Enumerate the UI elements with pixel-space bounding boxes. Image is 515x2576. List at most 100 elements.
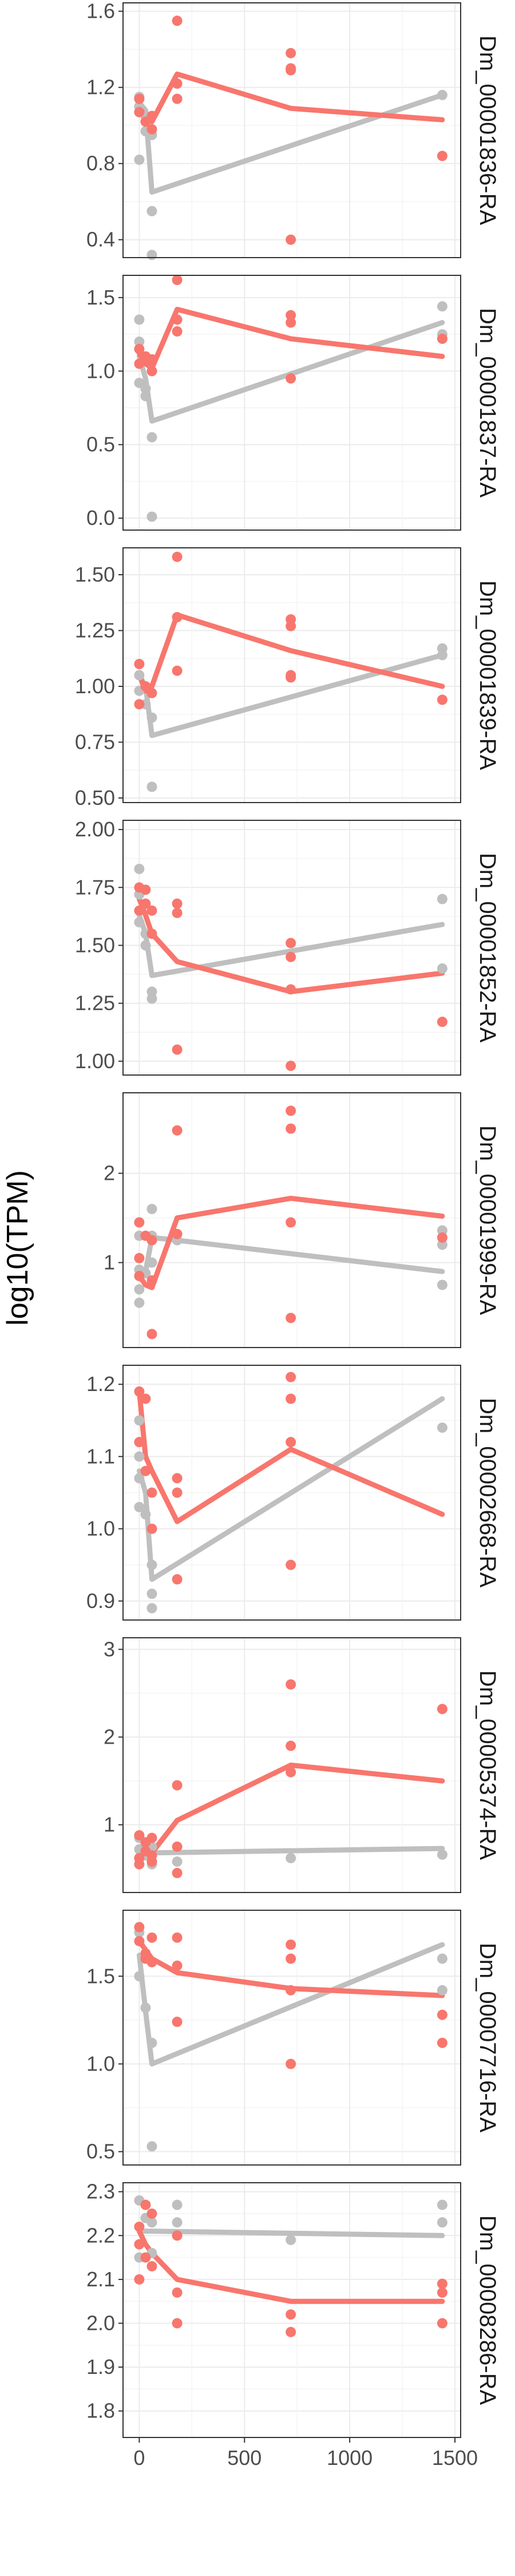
control-point <box>437 2217 447 2228</box>
y-tick-label: 2.00 <box>75 817 115 841</box>
panel-border <box>122 547 461 803</box>
treatment-point <box>437 2318 447 2329</box>
treatment-point <box>437 1704 447 1714</box>
control-point <box>437 1225 447 1236</box>
treatment-point <box>134 699 145 710</box>
treatment-point <box>146 124 157 135</box>
treatment-point <box>134 1253 145 1263</box>
treatment-point <box>140 884 151 895</box>
treatment-trend-line <box>136 2229 445 2304</box>
treatment-point <box>172 326 183 337</box>
treatment-point <box>146 1523 157 1534</box>
panel-strip-label: Dm_00001837-RA <box>475 308 500 498</box>
control-point <box>146 432 157 442</box>
treatment-point <box>134 1271 145 1281</box>
control-trend-line <box>136 2229 445 2238</box>
control-point <box>437 1239 447 1250</box>
treatment-point <box>172 551 183 562</box>
y-tick-label: 1.0 <box>86 2052 115 2075</box>
y-tick-label: 0.0 <box>86 506 115 530</box>
y-tick-label: 2.0 <box>86 2311 115 2334</box>
control-point <box>172 1856 183 1867</box>
control-point <box>437 1985 447 1996</box>
treatment-point <box>172 2016 183 2027</box>
y-tick-label: 1.0 <box>86 359 115 382</box>
treatment-point <box>134 1386 145 1397</box>
y-tick-label: 1.50 <box>75 933 115 957</box>
treatment-point <box>286 234 296 245</box>
y-tick-label: 1.6 <box>86 0 115 23</box>
treatment-point <box>172 1044 183 1055</box>
treatment-point <box>286 984 296 995</box>
y-tick-label: 1.9 <box>86 2355 115 2379</box>
control-point <box>140 384 151 394</box>
panel-9: 1.8 1.9 2.0 2.1 2.2 2.3 Dm_00008286-RA <box>86 2180 500 2438</box>
treatment-point <box>286 1123 296 1134</box>
panel-background <box>123 1910 461 2165</box>
treatment-point <box>286 1679 296 1690</box>
treatment-point <box>134 1217 145 1228</box>
treatment-point <box>172 93 183 104</box>
y-tick-label: 2 <box>104 1161 115 1185</box>
treatment-point <box>146 366 157 377</box>
treatment-trend-line <box>136 1389 445 1524</box>
treatment-point <box>134 659 145 669</box>
x-tick-label: 1000 <box>327 2446 373 2470</box>
y-tick-label: 1.1 <box>86 1444 115 1468</box>
treatment-point <box>172 898 183 909</box>
control-point <box>134 155 145 165</box>
control-point <box>134 1297 145 1308</box>
x-axis: 0 500 1000 1500 <box>133 2437 478 2470</box>
treatment-point <box>286 1767 296 1777</box>
treatment-point <box>286 1985 296 1996</box>
control-point <box>437 2199 447 2210</box>
treatment-point <box>437 694 447 705</box>
panel-border <box>122 1637 461 1893</box>
y-tick-label: 1.5 <box>86 1964 115 1988</box>
control-point <box>146 2141 157 2152</box>
control-point <box>134 314 145 325</box>
y-tick-label: 0.4 <box>86 228 115 251</box>
control-point <box>172 2217 183 2228</box>
control-point <box>146 993 157 1004</box>
y-tick-label: 1.2 <box>86 1372 115 1396</box>
control-point <box>146 2037 157 2048</box>
control-point <box>437 650 447 661</box>
y-tick-label: 0.5 <box>86 2140 115 2163</box>
treatment-point <box>140 1465 151 1476</box>
control-point <box>172 2199 183 2210</box>
treatment-point <box>286 1939 296 1950</box>
treatment-point <box>172 1867 183 1878</box>
treatment-point <box>286 65 296 76</box>
control-point <box>146 781 157 792</box>
y-tick-label: 0.5 <box>86 433 115 456</box>
panel-strip-label: Dm_00001852-RA <box>475 853 500 1043</box>
control-point <box>437 1279 447 1290</box>
treatment-point <box>172 1125 183 1136</box>
y-tick-label: 2.1 <box>86 2267 115 2291</box>
treatment-point <box>172 1780 183 1791</box>
treatment-point <box>146 1932 157 1943</box>
panel-border <box>122 1910 461 2166</box>
control-point <box>146 511 157 522</box>
control-point <box>437 1422 447 1433</box>
control-point <box>146 2217 157 2228</box>
treatment-point <box>286 672 296 683</box>
control-point <box>146 1603 157 1614</box>
y-tick-label: 2.3 <box>86 2180 115 2203</box>
y-tick-label: 0.75 <box>75 730 115 754</box>
control-point <box>437 1849 447 1860</box>
treatment-point <box>140 2199 151 2210</box>
panel-strip-label: Dm_00001999-RA <box>475 1125 500 1315</box>
treatment-point <box>146 1487 157 1498</box>
control-point <box>134 670 145 681</box>
treatment-point <box>140 1393 151 1404</box>
treatment-point <box>286 1437 296 1448</box>
panel-8: 0.5 1.0 1.5 Dm_00007716-RA <box>86 1910 500 2166</box>
control-point <box>134 1451 145 1462</box>
treatment-point <box>140 898 151 909</box>
treatment-point <box>134 343 145 354</box>
treatment-point <box>134 106 145 117</box>
y-tick-label: 0.50 <box>75 786 115 809</box>
